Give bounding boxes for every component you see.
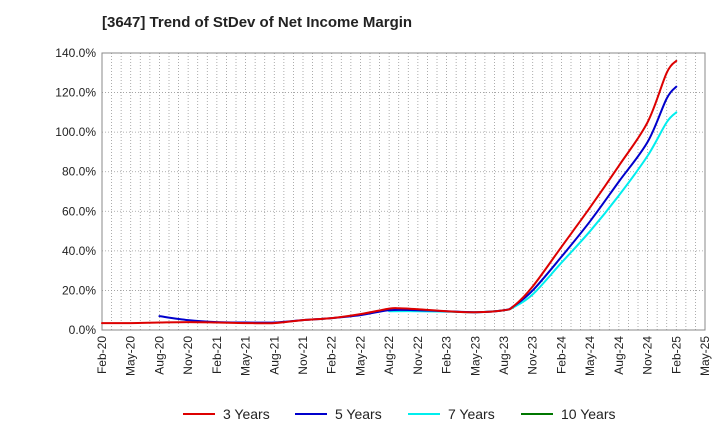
legend-label: 7 Years bbox=[448, 406, 495, 422]
x-tick-label: Feb-24 bbox=[554, 336, 568, 374]
y-tick-label: 40.0% bbox=[62, 244, 96, 258]
y-tick-label: 140.0% bbox=[55, 46, 96, 60]
legend-swatch bbox=[183, 413, 215, 415]
x-tick-label: Aug-22 bbox=[382, 336, 396, 375]
x-tick-label: May-25 bbox=[698, 336, 712, 376]
x-tick-label: Nov-22 bbox=[411, 336, 425, 375]
x-tick-label: Nov-20 bbox=[181, 336, 195, 375]
x-tick-label: Feb-25 bbox=[669, 336, 683, 374]
x-tick-label: Nov-23 bbox=[526, 336, 540, 375]
legend-label: 10 Years bbox=[561, 406, 616, 422]
x-tick-label: Nov-24 bbox=[641, 336, 655, 375]
chart-legend: 3 Years 5 Years 7 Years 10 Years bbox=[0, 402, 720, 426]
y-tick-label: 100.0% bbox=[55, 125, 96, 139]
y-tick-label: 120.0% bbox=[55, 86, 96, 100]
y-tick-label: 20.0% bbox=[62, 283, 96, 297]
plot-border bbox=[101, 52, 706, 331]
x-tick-label: Feb-23 bbox=[440, 336, 454, 374]
y-tick-label: 80.0% bbox=[62, 165, 96, 179]
legend-label: 5 Years bbox=[335, 406, 382, 422]
x-tick-label: May-23 bbox=[468, 336, 482, 376]
legend-swatch bbox=[295, 413, 327, 415]
x-tick-label: Aug-24 bbox=[612, 336, 626, 375]
x-tick-label: May-24 bbox=[583, 336, 597, 376]
y-tick-label: 60.0% bbox=[62, 204, 96, 218]
x-tick-label: May-21 bbox=[239, 336, 253, 376]
series-line-3-years bbox=[101, 59, 678, 325]
legend-swatch bbox=[521, 413, 553, 415]
legend-item-7-years: 7 Years bbox=[408, 402, 495, 426]
legend-label: 3 Years bbox=[223, 406, 270, 422]
x-tick-label: Nov-21 bbox=[296, 336, 310, 375]
x-tick-label: Feb-20 bbox=[95, 336, 109, 374]
x-tick-label: Aug-20 bbox=[152, 336, 166, 375]
chart-title: [3647] Trend of StDev of Net Income Marg… bbox=[102, 14, 413, 31]
legend-item-3-years: 3 Years bbox=[183, 402, 270, 426]
x-tick-label: Feb-21 bbox=[210, 336, 224, 374]
x-tick-label: Feb-22 bbox=[325, 336, 339, 374]
x-tick-label: May-20 bbox=[124, 336, 138, 376]
legend-item-5-years: 5 Years bbox=[295, 402, 382, 426]
legend-item-10-years: 10 Years bbox=[521, 402, 616, 426]
x-tick-label: May-22 bbox=[353, 336, 367, 376]
x-tick-label: Aug-23 bbox=[497, 336, 511, 375]
plot-area bbox=[102, 53, 705, 330]
legend-swatch bbox=[408, 413, 440, 415]
x-tick-label: Aug-21 bbox=[267, 336, 281, 375]
y-tick-label: 0.0% bbox=[69, 323, 97, 337]
